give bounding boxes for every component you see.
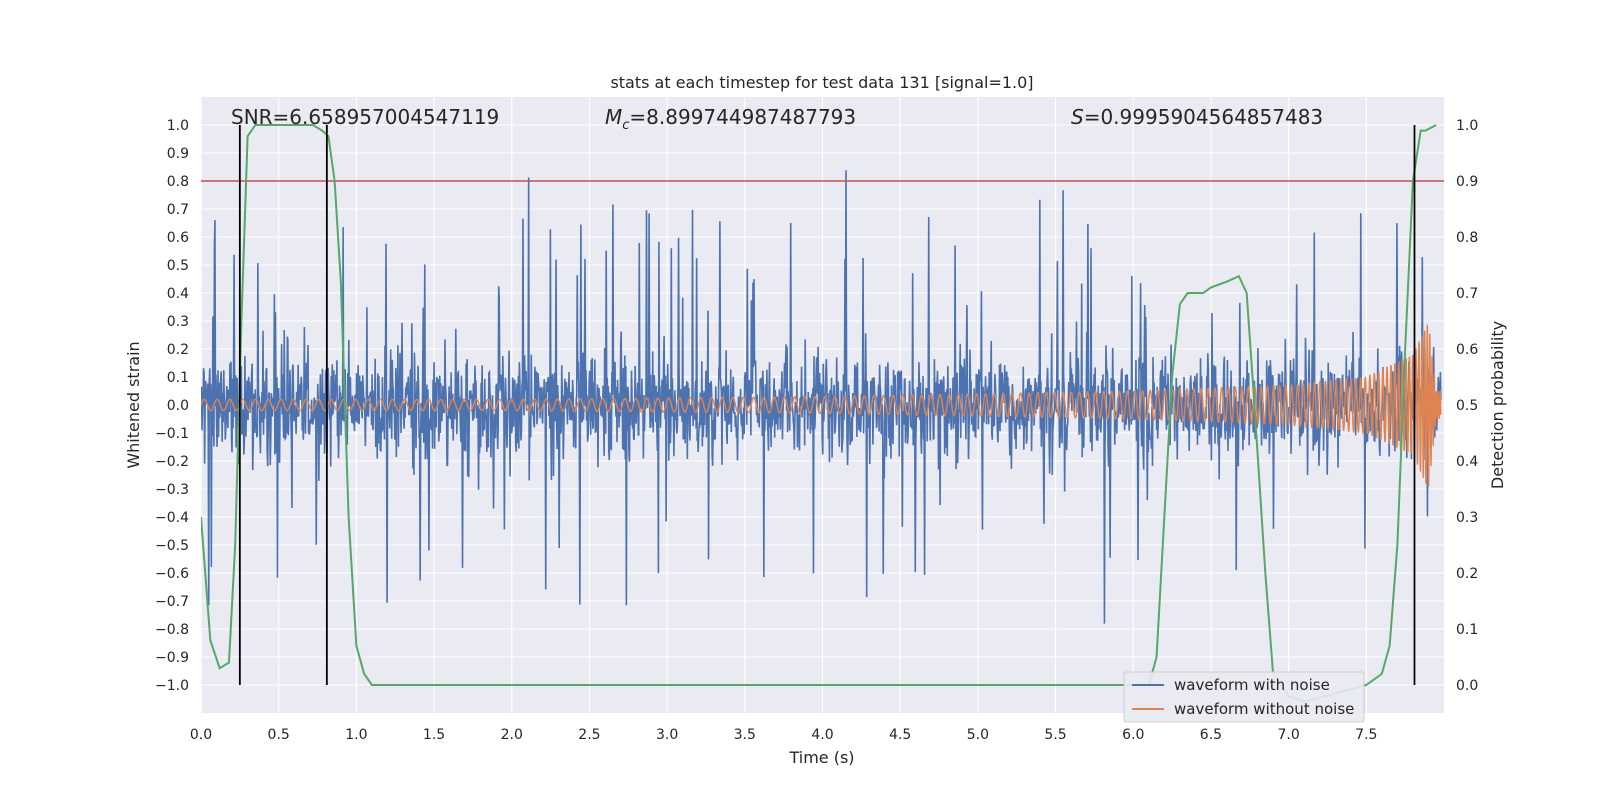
y2-tick-label: 0.6 xyxy=(1456,342,1478,358)
annotation-s-symbol: S xyxy=(1071,105,1084,129)
y2-tick-label: 0.3 xyxy=(1456,510,1478,526)
y2-tick-label: 0.7 xyxy=(1456,286,1478,302)
y-tick-label: 0.5 xyxy=(167,258,189,274)
y-tick-label: 0.7 xyxy=(167,202,189,218)
y2-tick-label: 1.0 xyxy=(1456,118,1478,134)
y2-tick-label: 0.1 xyxy=(1456,622,1478,638)
detection-markers xyxy=(238,125,1416,685)
x-tick-label: 0.5 xyxy=(268,727,290,743)
y-tick-label: 0.0 xyxy=(167,398,189,414)
y-tick-label: −1.0 xyxy=(155,678,189,694)
y-tick-label: −0.8 xyxy=(155,622,189,638)
y-tick-label: 0.2 xyxy=(167,342,189,358)
x-tick-label: 1.0 xyxy=(345,727,367,743)
y-axis-label: Whitened strain xyxy=(124,341,143,468)
y2-tick-label: 0.5 xyxy=(1456,398,1478,414)
x-tick-label: 1.5 xyxy=(423,727,445,743)
x-tick-label: 5.0 xyxy=(967,727,989,743)
y-tick-label: 0.8 xyxy=(167,174,189,190)
series-layer xyxy=(201,124,1444,703)
series-waveform-without-noise xyxy=(201,324,1442,487)
y-tick-label: −0.2 xyxy=(155,454,189,470)
x-tick-label: 6.5 xyxy=(1200,727,1222,743)
y-tick-label: −0.9 xyxy=(155,650,189,666)
legend-label-waveform-without-noise: waveform without noise xyxy=(1174,700,1354,718)
x-tick-label: 0.0 xyxy=(190,727,212,743)
y2-tick-label: 0.0 xyxy=(1456,678,1478,694)
x-tick-label: 3.5 xyxy=(734,727,756,743)
x-axis-label: Time (s) xyxy=(788,748,854,767)
y2-tick-label: 0.8 xyxy=(1456,230,1478,246)
y2-tick-labels: 1.0 0.9 0.8 0.7 0.6 0.5 0.4 0.3 0.2 0.1 0.0 xyxy=(1456,118,1478,694)
y-tick-label: −0.3 xyxy=(155,482,189,498)
x-tick-label: 7.5 xyxy=(1355,727,1377,743)
y2-tick-label: 0.2 xyxy=(1456,566,1478,582)
legend: waveform with noise waveform without noi… xyxy=(1123,671,1365,723)
annotation-mc-subscript: c xyxy=(622,118,629,133)
x-tick-label: 7.0 xyxy=(1277,727,1299,743)
y-tick-label: −0.1 xyxy=(155,426,189,442)
x-tick-label: 5.5 xyxy=(1044,727,1066,743)
x-tick-label: 3.0 xyxy=(656,727,678,743)
x-tick-label: 4.5 xyxy=(889,727,911,743)
x-tick-label: 2.0 xyxy=(501,727,523,743)
y-tick-label: −0.6 xyxy=(155,566,189,582)
legend-box xyxy=(1123,671,1365,723)
y-tick-label: −0.5 xyxy=(155,538,189,554)
y2-axis-label: Detection probability xyxy=(1488,321,1507,489)
chart-title: stats at each timestep for test data 131… xyxy=(610,73,1033,92)
legend-label-waveform-with-noise: waveform with noise xyxy=(1174,676,1330,694)
x-tick-label: 4.0 xyxy=(811,727,833,743)
x-tick-label: 2.5 xyxy=(578,727,600,743)
y2-tick-label: 0.9 xyxy=(1456,174,1478,190)
y-tick-label: −0.4 xyxy=(155,510,189,526)
y-tick-label: 0.3 xyxy=(167,314,189,330)
y-tick-label: 0.6 xyxy=(167,230,189,246)
y-tick-labels: 1.0 0.9 0.8 0.7 0.6 0.5 0.4 0.3 0.2 0.1 0.0 −0.1 −0.… xyxy=(155,118,189,694)
x-tick-labels: 0.0 0.5 1.0 1.5 2.0 2.5 3.0 3.5 4.0 4.5 5.0 5.5 6.0 6… xyxy=(190,727,1378,743)
y-tick-label: −0.7 xyxy=(155,594,189,610)
y-tick-label: 1.0 xyxy=(167,118,189,134)
y-tick-label: 0.1 xyxy=(167,370,189,386)
x-tick-label: 6.0 xyxy=(1122,727,1144,743)
y-tick-label: 0.9 xyxy=(167,146,189,162)
annotation-snr: SNR=6.658957004547119 xyxy=(231,105,499,129)
y-tick-label: 0.4 xyxy=(167,286,189,302)
annotation-mc-symbol: M xyxy=(605,105,622,129)
annotation-s-value: =0.9995904564857483 xyxy=(1084,105,1323,129)
annotation-mc-value: =8.899744987487793 xyxy=(629,105,856,129)
y2-tick-label: 0.4 xyxy=(1456,454,1478,470)
annotation-mc: Mc=8.899744987487793 xyxy=(605,105,856,133)
annotation-s: S=0.9995904564857483 xyxy=(1071,105,1323,129)
